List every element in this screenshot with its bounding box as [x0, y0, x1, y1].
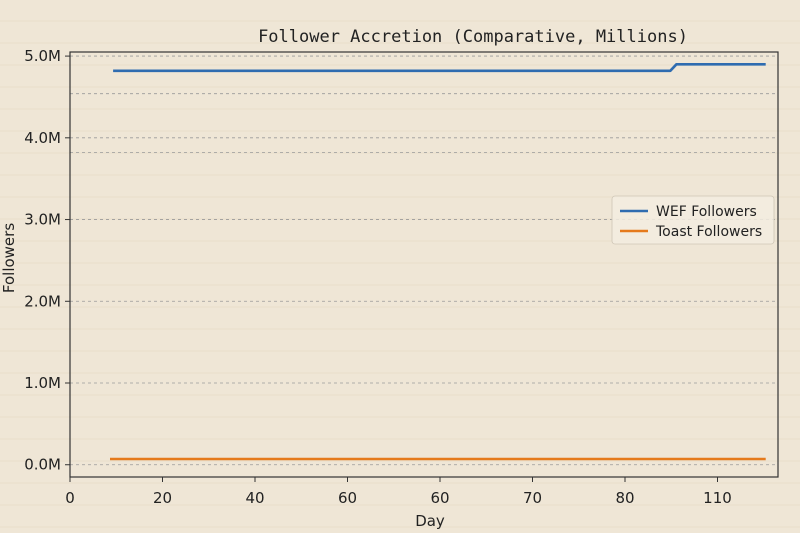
y-axis: 0.0M 1.0M 2.0M 3.0M 4.0M 5.0M [24, 47, 70, 474]
x-axis-label: Day [415, 512, 445, 530]
y-tick-label: 4.0M [24, 129, 61, 147]
plot-frame [69, 51, 779, 478]
x-tick-label: 0 [65, 489, 75, 507]
legend: WEF Followers Toast Followers [611, 195, 775, 245]
x-tick-label: 60 [430, 489, 449, 507]
y-axis-label: Followers [0, 223, 18, 293]
legend-label: WEF Followers [656, 204, 757, 220]
series-lines [110, 63, 766, 461]
y-tick-label: 1.0M [24, 374, 61, 392]
y-tick-label: 0.0M [24, 456, 61, 474]
legend-box [611, 195, 775, 245]
x-tick-label: 20 [153, 489, 172, 507]
x-axis: 0 20 40 60 60 70 80 110 [65, 477, 732, 507]
chart-title: Follower Accretion (Comparative, Million… [258, 27, 688, 47]
x-tick-label: 80 [615, 489, 634, 507]
x-tick-label: 60 [338, 489, 357, 507]
x-tick-label: 70 [523, 489, 542, 507]
y-tick-label: 3.0M [24, 211, 61, 229]
x-tick-label: 110 [703, 489, 732, 507]
x-tick-label: 40 [245, 489, 264, 507]
y-tick-label: 5.0M [24, 47, 61, 65]
series-line [113, 63, 766, 73]
y-tick-label: 2.0M [24, 292, 61, 310]
legend-label: Toast Followers [655, 224, 762, 240]
